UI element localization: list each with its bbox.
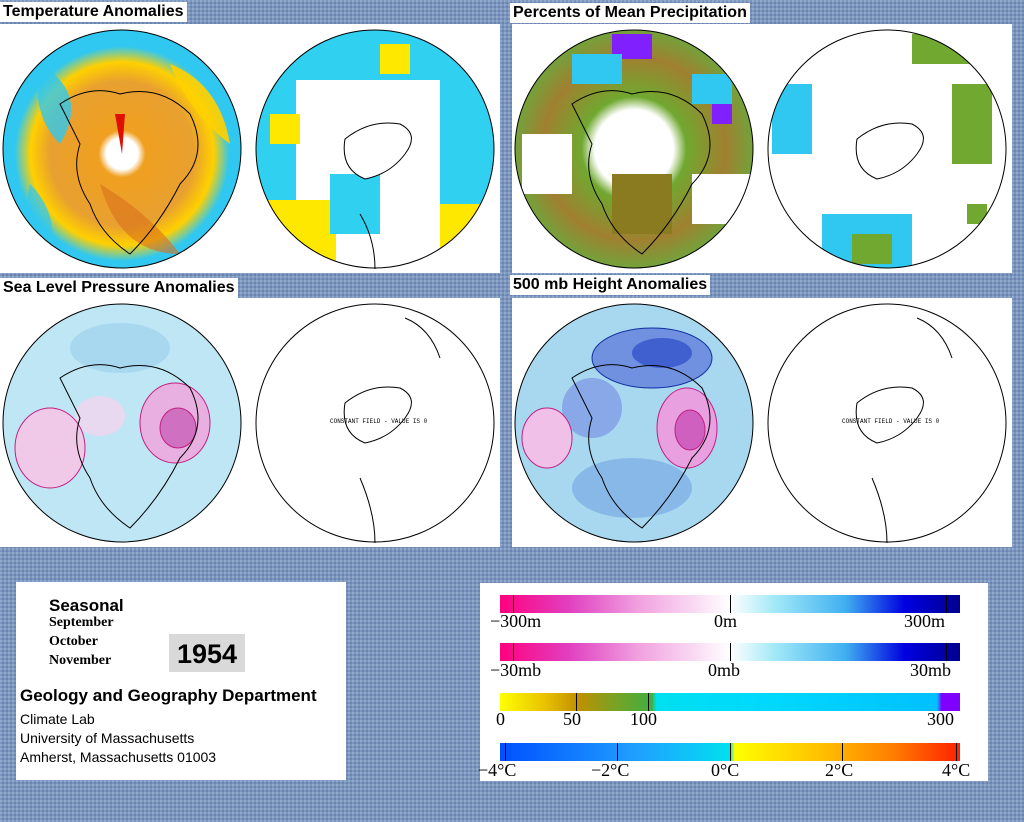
legend-box: −300m 0m 300m −30mb 0mb 30mb 0 50 100 30… bbox=[478, 583, 988, 781]
height-label-mid: 0m bbox=[714, 611, 738, 631]
address-line-2: University of Massachusetts bbox=[20, 730, 195, 746]
temp-tick-3 bbox=[730, 743, 731, 761]
temp-label-1: −4°C bbox=[478, 760, 517, 780]
pressure-label-right: 30mb bbox=[910, 660, 952, 680]
height500-globe-northern bbox=[514, 303, 754, 543]
slp-globe-northern bbox=[2, 303, 242, 543]
precipitation-title: Percents of Mean Precipitation bbox=[510, 3, 750, 23]
precipitation-globe-southern bbox=[767, 29, 1007, 269]
precip-label-50: 50 bbox=[563, 709, 581, 729]
precip-tick-100 bbox=[648, 693, 649, 711]
precip-label-0: 0 bbox=[496, 709, 505, 729]
temp-tick-4 bbox=[842, 743, 843, 761]
slp-title: Sea Level Pressure Anomalies bbox=[0, 278, 238, 298]
height500-constant-label: CONSTANT FIELD - VALUE IS 0 bbox=[842, 418, 940, 425]
pressure-tick-mid bbox=[730, 643, 731, 661]
temp-label-5: 4°C bbox=[942, 760, 971, 780]
info-box: Seasonal September October November 1954… bbox=[16, 582, 346, 780]
precip-colorbar bbox=[500, 693, 960, 711]
precipitation-globe-northern bbox=[514, 29, 754, 269]
temp-label-3: 0°C bbox=[711, 760, 740, 780]
temp-label-2: −2°C bbox=[591, 760, 630, 780]
height-tick-left bbox=[513, 595, 514, 613]
precipitation-panel bbox=[512, 24, 1012, 273]
month-1: September bbox=[49, 615, 114, 630]
month-2: October bbox=[49, 634, 98, 649]
slp-panel: CONSTANT FIELD - VALUE IS 0 bbox=[0, 298, 500, 547]
precip-tick-50 bbox=[576, 693, 577, 711]
department-name: Geology and Geography Department bbox=[20, 686, 317, 705]
address-line-1: Climate Lab bbox=[20, 711, 95, 727]
temp-tick-2 bbox=[617, 743, 618, 761]
temperature-panel bbox=[0, 24, 500, 273]
slp-globe-southern bbox=[255, 303, 495, 544]
height-tick-right bbox=[946, 595, 947, 613]
temp-label-4: 2°C bbox=[825, 760, 854, 780]
pressure-label-left: −30mb bbox=[490, 660, 542, 680]
address-line-3: Amherst, Massachusetts 01003 bbox=[20, 749, 217, 765]
month-3: November bbox=[49, 653, 112, 668]
temperature-globe-southern bbox=[255, 29, 495, 270]
precip-label-100: 100 bbox=[630, 709, 657, 729]
temp-tick-1 bbox=[505, 743, 506, 761]
height500-globe-southern bbox=[767, 303, 1007, 544]
pressure-label-mid: 0mb bbox=[708, 660, 741, 680]
pressure-tick-left bbox=[513, 643, 514, 661]
height-label-left: −300m bbox=[490, 611, 542, 631]
pressure-tick-right bbox=[946, 643, 947, 661]
height500-title: 500 mb Height Anomalies bbox=[510, 275, 711, 295]
temperature-globe-northern bbox=[2, 29, 242, 269]
height-label-right: 300m bbox=[904, 611, 946, 631]
year-label: 1954 bbox=[169, 634, 245, 672]
height500-panel: CONSTANT FIELD - VALUE IS 0 bbox=[512, 298, 1012, 547]
temp-tick-5 bbox=[956, 743, 957, 761]
precip-label-300: 300 bbox=[927, 709, 954, 729]
height-tick-mid bbox=[730, 595, 731, 613]
season-title: Seasonal bbox=[49, 596, 124, 615]
temperature-title: Temperature Anomalies bbox=[0, 2, 187, 22]
slp-constant-label: CONSTANT FIELD - VALUE IS 0 bbox=[330, 418, 428, 425]
